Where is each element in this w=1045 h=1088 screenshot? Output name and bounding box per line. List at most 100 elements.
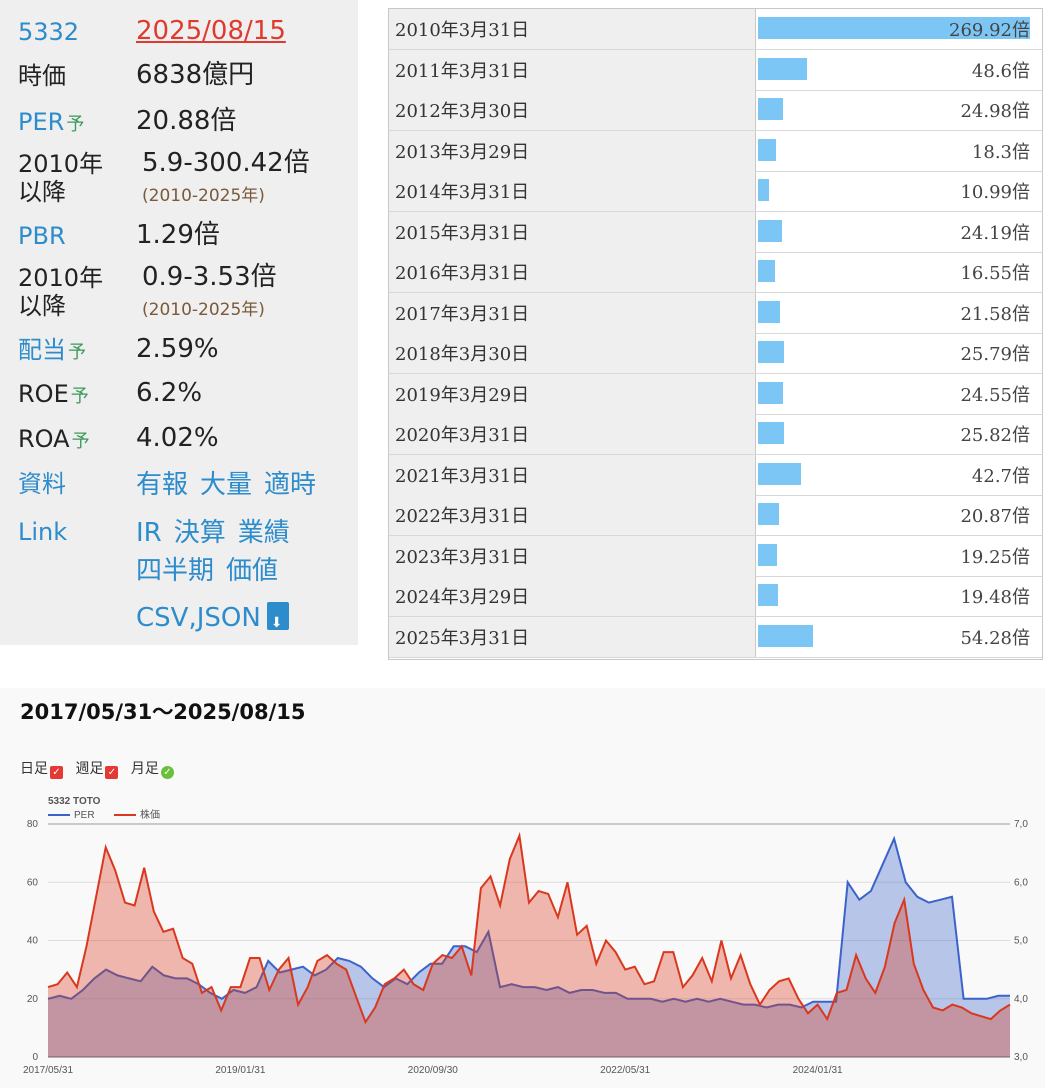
price-line <box>47 831 1011 1025</box>
history-per: 24.98倍 <box>960 101 1030 122</box>
links-row-2: 四半期 価値 <box>136 556 290 586</box>
toggle-weekly-label[interactable]: 週足 <box>75 761 104 777</box>
per-bar <box>758 381 783 404</box>
per-bar <box>758 624 813 647</box>
chart-section: 2017/05/31〜2025/08/15 日足 ✓ 週足 ✓ 月足 ✓ 0 3,0 20… <box>0 688 1045 1088</box>
history-date: 2017年3月31日 <box>389 292 756 333</box>
history-date: 2020年3月31日 <box>389 414 756 454</box>
dividend-label[interactable]: 配当予 <box>18 336 86 367</box>
pbr-label[interactable]: PBR <box>18 222 66 250</box>
date-link[interactable]: 2025/08/15 <box>136 16 286 46</box>
per-bar <box>758 179 770 201</box>
y-left-tick: 80 <box>27 819 39 830</box>
per-range-years: (2010-2025年) <box>142 186 265 206</box>
checkbox-weekly[interactable]: ✓ <box>105 766 119 779</box>
link-gyoseki[interactable]: 業績 <box>237 518 290 548</box>
history-per: 24.55倍 <box>960 384 1030 406</box>
per-bar <box>758 584 778 606</box>
checkmark-monthly[interactable]: ✓ <box>160 766 174 779</box>
per-history-table: 2010年3月31日 269.92倍 2011年3月31日 48.6倍 2012年3月3… <box>388 8 1043 660</box>
x-tick: 2020/09/30 <box>408 1065 458 1076</box>
forecast-mark: 予 <box>66 114 85 135</box>
per-bar <box>758 17 1030 39</box>
history-row: 2012年3月30日 24.98倍 <box>389 90 1042 131</box>
history-per: 25.82倍 <box>960 425 1030 446</box>
per-label[interactable]: PER 予 <box>18 108 84 139</box>
dividend-value: 2.59% <box>136 334 219 364</box>
docs-label: 資料 <box>18 470 66 498</box>
per-value: 20.88倍 <box>136 106 237 136</box>
history-row: 2022年3月31日 20.87倍 <box>389 495 1042 536</box>
stock-code[interactable]: 5332 <box>18 18 80 46</box>
roa-label-text: ROA <box>18 425 70 453</box>
checkbox-daily[interactable]: ✓ <box>50 766 63 779</box>
history-date: 2011年3月31日 <box>389 49 756 90</box>
since-word: 以降 <box>18 178 66 206</box>
download-file-icon[interactable] <box>266 602 289 638</box>
history-date: 2019年3月29日 <box>389 373 756 414</box>
history-row: 2014年3月31日 10.99倍 <box>389 171 1042 212</box>
history-date: 2023年3月31日 <box>389 535 756 576</box>
link-shihanki[interactable]: 四半期 <box>136 556 215 586</box>
x-tick: 2017/05/31 <box>23 1065 73 1076</box>
doc-link-yuho[interactable]: 有報 <box>136 470 189 500</box>
link-ir[interactable]: IR <box>136 518 162 548</box>
history-date: 2018年3月30日 <box>389 333 756 373</box>
roa-label: ROA 予 <box>18 425 90 456</box>
history-per: 269.92倍 <box>949 20 1030 41</box>
per-bar <box>758 260 775 282</box>
history-row: 2019年3月29日 24.55倍 <box>389 373 1042 415</box>
toggle-daily-label[interactable]: 日足 <box>20 761 48 777</box>
per-bar <box>758 219 783 242</box>
csv-json-download[interactable]: CSV,JSON <box>136 602 289 638</box>
per-range-value: 5.9-300.42倍 <box>142 148 310 178</box>
per-bar <box>758 341 784 363</box>
docs-label-text: 資料 <box>18 470 66 498</box>
doc-link-tekiji[interactable]: 適時 <box>264 470 317 500</box>
since-word: 以降 <box>18 292 66 320</box>
forecast-mark: 予 <box>71 431 90 452</box>
per-label-text[interactable]: PER <box>18 108 65 136</box>
toggle-monthly-label[interactable]: 月足 <box>130 761 159 777</box>
per-bar <box>758 503 780 525</box>
since-year: 2010年 <box>18 264 104 292</box>
dividend-label-text[interactable]: 配当 <box>18 336 66 364</box>
pbr-range-value: 0.9-3.53倍 <box>142 262 277 292</box>
history-date: 2014年3月31日 <box>389 171 756 211</box>
y-right-tick: 5,0 <box>1014 936 1028 947</box>
per-bar <box>758 543 778 566</box>
doc-link-tairyo[interactable]: 大量 <box>200 470 253 500</box>
forecast-mark: 予 <box>68 342 86 363</box>
stock-code-link[interactable]: 5332 <box>18 18 79 46</box>
forecast-mark: 予 <box>70 386 89 407</box>
history-per: 25.79倍 <box>960 344 1030 365</box>
date-value[interactable]: 2025/08/15 <box>136 16 286 46</box>
price-area <box>48 835 1010 1057</box>
history-per: 54.28倍 <box>960 627 1030 649</box>
history-per: 48.6倍 <box>971 60 1030 82</box>
pbr-range: 0.9-3.53倍 (2010-2025年) <box>142 262 277 322</box>
csv-json-link[interactable]: CSV,JSON <box>136 603 261 633</box>
since-year: 2010年 <box>18 150 104 178</box>
per-bar <box>758 300 780 323</box>
history-date: 2016年3月31日 <box>389 252 756 292</box>
roe-label-text: ROE <box>18 380 69 408</box>
pbr-label-text[interactable]: PBR <box>18 222 66 250</box>
link-kachi[interactable]: 価値 <box>226 556 279 586</box>
per-line <box>47 835 1010 1009</box>
chart-title: 5332 TOTO <box>48 796 101 807</box>
history-per: 19.48倍 <box>960 587 1030 608</box>
market-cap-label: 時価 <box>18 62 66 90</box>
legend-per-label: PER <box>74 810 95 821</box>
history-per: 24.19倍 <box>960 222 1030 244</box>
market-cap-value: 6838億円 <box>136 60 255 90</box>
per-bar <box>758 138 777 161</box>
links-row-1: IR 決算 業績 <box>136 518 302 548</box>
history-row: 2015年3月31日 24.19倍 <box>389 211 1042 253</box>
y-left-tick: 60 <box>27 877 39 888</box>
link-kessan[interactable]: 決算 <box>173 518 226 548</box>
per-range: 5.9-300.42倍 (2010-2025年) <box>142 148 310 208</box>
history-date: 2013年3月29日 <box>389 130 756 171</box>
history-date: 2022年3月31日 <box>389 495 756 535</box>
history-date: 2024年3月29日 <box>389 576 756 616</box>
